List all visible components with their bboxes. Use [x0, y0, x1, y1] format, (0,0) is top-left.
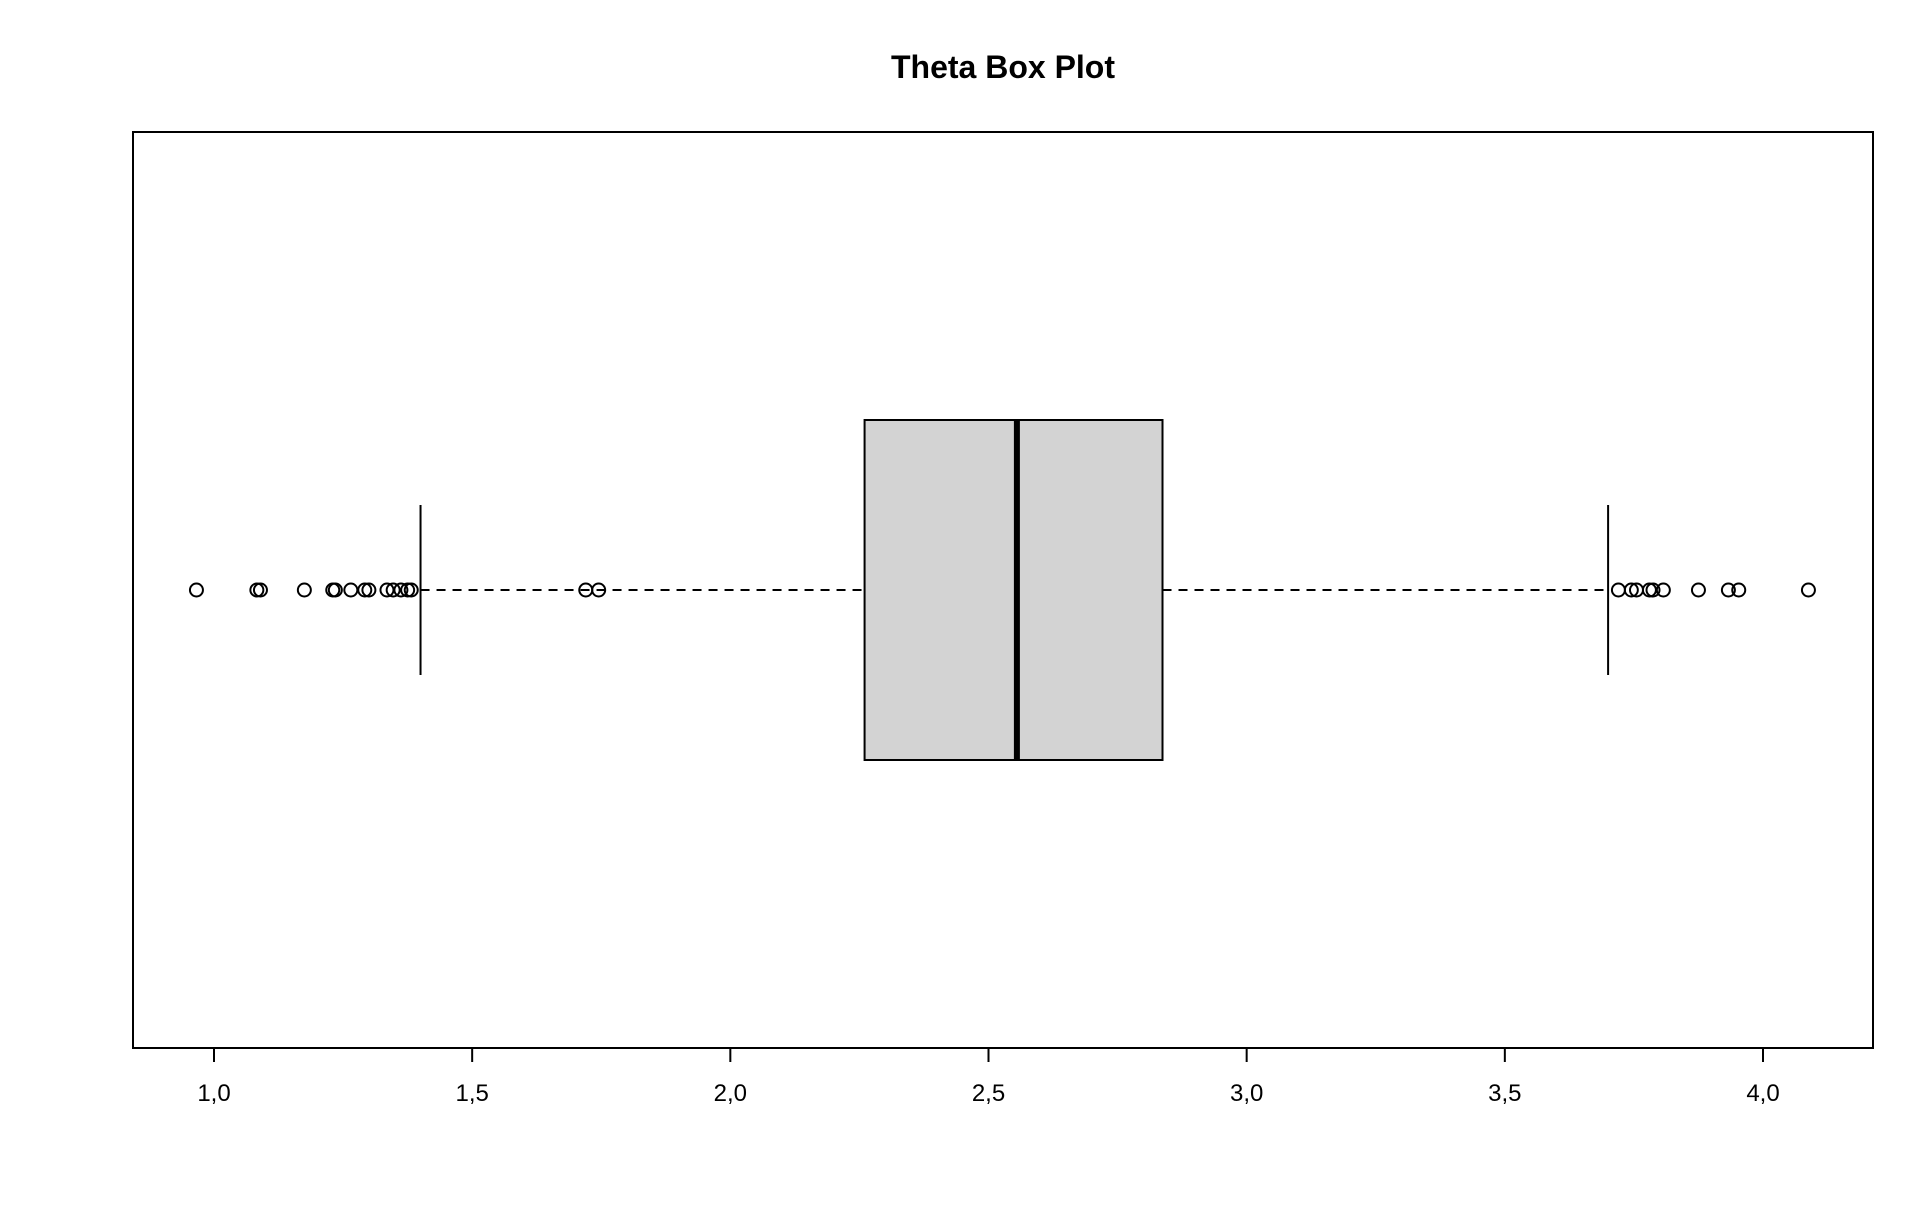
- outlier-point: [361, 582, 377, 598]
- outlier-point: [188, 582, 204, 598]
- x-axis-ticks: 1,0 1,5 2,0 2,5 3,0 3,5 4,0: [197, 1048, 1780, 1107]
- outlier-point: [403, 582, 419, 598]
- outlier-point: [591, 582, 607, 598]
- outlier-point: [296, 582, 312, 598]
- x-tick-label: 3,0: [1230, 1080, 1263, 1107]
- outlier-point: [327, 582, 343, 598]
- chart-title: Theta Box Plot: [891, 49, 1115, 85]
- x-tick-label: 1,5: [455, 1080, 488, 1107]
- outlier-point: [393, 582, 409, 598]
- x-tick-label: 2,5: [972, 1080, 1005, 1107]
- outlier-point: [1800, 582, 1816, 598]
- outlier-point: [1655, 582, 1671, 598]
- x-tick-label: 1,0: [197, 1080, 230, 1107]
- outlier-point: [252, 582, 268, 598]
- outlier-point: [1690, 582, 1706, 598]
- outlier-point: [1720, 582, 1736, 598]
- x-tick-label: 2,0: [714, 1080, 747, 1107]
- iqr-box: [863, 419, 1164, 761]
- box-plot-marks: [188, 419, 1816, 761]
- outlier-point: [1731, 582, 1747, 598]
- x-tick-label: 4,0: [1746, 1080, 1779, 1107]
- outlier-point: [1623, 582, 1639, 598]
- outlier-point: [357, 582, 373, 598]
- outlier-point: [385, 582, 401, 598]
- outlier-point: [1645, 582, 1661, 598]
- outlier-point: [1610, 582, 1626, 598]
- outlier-point: [343, 582, 359, 598]
- x-tick-label: 3,5: [1488, 1080, 1521, 1107]
